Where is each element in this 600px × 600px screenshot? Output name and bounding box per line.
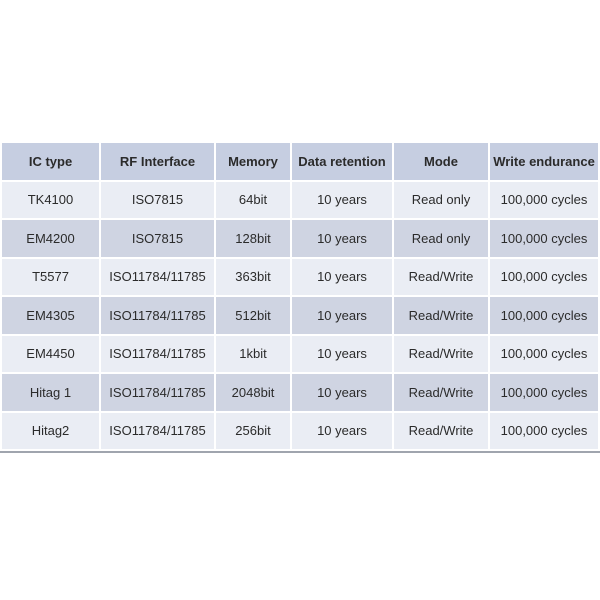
table-cell: EM4200 xyxy=(2,220,99,257)
table-cell: 10 years xyxy=(292,297,392,334)
table-cell: 100,000 cycles xyxy=(490,374,598,411)
table-header-row: IC type RF Interface Memory Data retenti… xyxy=(2,143,598,180)
table-cell: ISO7815 xyxy=(101,220,214,257)
table-cell: 100,000 cycles xyxy=(490,220,598,257)
table-cell: EM4450 xyxy=(2,335,99,372)
table-cell: Read/Write xyxy=(394,412,488,449)
table-row: Hitag2 ISO11784/11785 256bit 10 years Read/W… xyxy=(2,412,598,449)
table-cell: EM4305 xyxy=(2,297,99,334)
table-cell: ISO11784/11785 xyxy=(101,374,214,411)
table-row: TK4100 ISO7815 64bit 10 years Read only 100,0… xyxy=(2,181,598,218)
table-cell: 100,000 cycles xyxy=(490,335,598,372)
table-cell: ISO11784/11785 xyxy=(101,412,214,449)
column-header-memory: Memory xyxy=(216,143,290,180)
table-row: EM4450 ISO11784/11785 1kbit 10 years Read/Wr… xyxy=(2,335,598,372)
column-header-write-endurance: Write endurance xyxy=(490,143,598,180)
column-header-ic-type: IC type xyxy=(2,143,99,180)
table-cell: Read/Write xyxy=(394,258,488,295)
table-cell: Hitag 1 xyxy=(2,374,99,411)
table-cell: 1kbit xyxy=(216,335,290,372)
table-cell: 10 years xyxy=(292,258,392,295)
table-row: EM4305 ISO11784/11785 512bit 10 years Read/W… xyxy=(2,297,598,334)
table-cell: 2048bit xyxy=(216,374,290,411)
table-cell: ISO7815 xyxy=(101,181,214,218)
table-bottom-rule xyxy=(0,451,600,453)
column-header-mode: Mode xyxy=(394,143,488,180)
table-cell: 100,000 cycles xyxy=(490,412,598,449)
table-cell: T5577 xyxy=(2,258,99,295)
table-cell: Read/Write xyxy=(394,335,488,372)
table-cell: 100,000 cycles xyxy=(490,297,598,334)
table-cell: 64bit xyxy=(216,181,290,218)
column-header-data-retention: Data retention xyxy=(292,143,392,180)
table-cell: 128bit xyxy=(216,220,290,257)
table-row: Hitag 1 ISO11784/11785 2048bit 10 years Read… xyxy=(2,374,598,411)
table-cell: ISO11784/11785 xyxy=(101,297,214,334)
table-cell: TK4100 xyxy=(2,181,99,218)
column-header-rf-interface: RF Interface xyxy=(101,143,214,180)
table-cell: 10 years xyxy=(292,220,392,257)
table-row: T5577 ISO11784/11785 363bit 10 years Read/Wr… xyxy=(2,258,598,295)
table-cell: 100,000 cycles xyxy=(490,181,598,218)
table-cell: 10 years xyxy=(292,412,392,449)
table-cell: Hitag2 xyxy=(2,412,99,449)
table-cell: Read only xyxy=(394,181,488,218)
table-cell: 10 years xyxy=(292,374,392,411)
ic-comparison-table: IC type RF Interface Memory Data retenti… xyxy=(0,141,600,451)
spec-table-container: IC type RF Interface Memory Data retenti… xyxy=(0,141,600,453)
table-cell: 256bit xyxy=(216,412,290,449)
table-cell: 100,000 cycles xyxy=(490,258,598,295)
table-cell: 10 years xyxy=(292,335,392,372)
table-cell: Read only xyxy=(394,220,488,257)
table-body: TK4100 ISO7815 64bit 10 years Read only 100,0… xyxy=(2,181,598,449)
table-cell: 512bit xyxy=(216,297,290,334)
table-row: EM4200 ISO7815 128bit 10 years Read only 100,… xyxy=(2,220,598,257)
table-cell: ISO11784/11785 xyxy=(101,258,214,295)
table-cell: Read/Write xyxy=(394,297,488,334)
table-cell: 363bit xyxy=(216,258,290,295)
table-cell: 10 years xyxy=(292,181,392,218)
table-cell: Read/Write xyxy=(394,374,488,411)
table-cell: ISO11784/11785 xyxy=(101,335,214,372)
